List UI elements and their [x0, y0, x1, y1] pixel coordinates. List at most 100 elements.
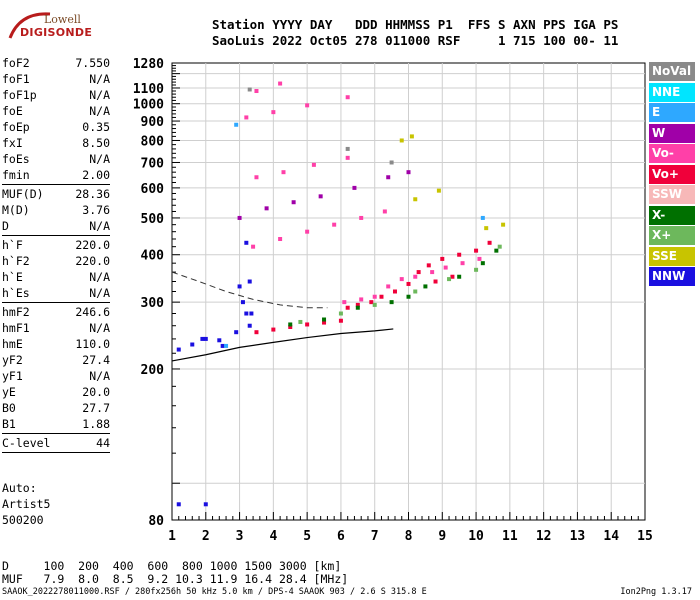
param-row: hmE 110.0: [2, 336, 110, 352]
data-point: [247, 87, 252, 92]
data-point: [322, 317, 327, 322]
param-row: foEp 0.35: [2, 119, 110, 135]
param-name: hmF1: [2, 321, 30, 335]
data-point: [345, 305, 350, 310]
param-separator: [2, 452, 110, 453]
data-point: [220, 343, 225, 348]
data-point: [494, 248, 499, 253]
param-separator: [2, 302, 110, 303]
data-point: [244, 311, 249, 316]
param-value: N/A: [89, 270, 110, 284]
y-tick-label: 1000: [133, 98, 164, 113]
data-point: [416, 270, 421, 275]
data-point: [281, 170, 286, 175]
param-name: C-level: [2, 436, 51, 450]
data-point: [311, 162, 316, 167]
param-value: 20.0: [82, 385, 110, 399]
data-point: [474, 267, 479, 272]
param-value: 28.36: [75, 187, 110, 201]
file-info-footer: SAAOK_2022278011000.RSF / 280fx256h 50 k…: [2, 587, 427, 597]
param-value: N/A: [89, 152, 110, 166]
logo-swoosh-icon: [8, 12, 51, 39]
param-value: 0.35: [82, 120, 110, 134]
param-row: h`Es N/A: [2, 285, 110, 301]
data-point: [288, 324, 293, 329]
param-name: fxI: [2, 136, 23, 150]
data-point: [352, 185, 357, 190]
y-tick-label: 800: [141, 134, 165, 149]
param-name: h`F: [2, 238, 23, 252]
param-row: foE N/A: [2, 103, 110, 119]
param-separator: [2, 184, 110, 185]
data-point: [436, 188, 441, 193]
data-point: [291, 200, 296, 205]
data-point: [338, 318, 343, 323]
param-name: hmF2: [2, 305, 30, 319]
legend-item: Vo+: [649, 164, 695, 184]
muf-row: MUF 7.9 8.0 8.5 9.2 10.3 11.9 16.4 28.4 …: [2, 572, 349, 586]
param-separator: [2, 235, 110, 236]
param-name: yE: [2, 385, 16, 399]
data-point: [426, 263, 431, 268]
data-point: [484, 226, 489, 231]
legend-item: X+: [649, 226, 695, 245]
data-point: [406, 281, 411, 286]
data-point: [386, 175, 391, 180]
data-point: [382, 209, 387, 214]
y-tick-label: 80: [148, 514, 164, 529]
data-point: [447, 277, 452, 282]
param-row: yF2 27.4: [2, 352, 110, 368]
data-point: [345, 155, 350, 160]
data-point: [278, 81, 283, 86]
legend-item: Vo-: [649, 144, 695, 163]
param-name: B0: [2, 401, 16, 415]
param-name: hmE: [2, 337, 23, 351]
data-point: [460, 261, 465, 266]
param-row: h`F 220.0: [2, 237, 110, 253]
data-point: [487, 240, 492, 245]
data-point: [477, 256, 482, 261]
param-row: B1 1.88: [2, 416, 110, 432]
data-point: [244, 240, 249, 245]
data-point: [251, 244, 256, 249]
param-row: hmF2 246.6: [2, 304, 110, 320]
data-point: [278, 237, 283, 242]
param-name: foEs: [2, 152, 30, 166]
x-tick-label: 3: [236, 529, 244, 544]
y-tick-label: 1100: [133, 82, 164, 97]
param-name: h`F2: [2, 254, 30, 268]
data-point: [271, 110, 276, 115]
version-label: Ion2Png 1.3.17: [620, 587, 692, 597]
data-point: [406, 170, 411, 175]
data-point: [399, 138, 404, 143]
x-tick-label: 15: [637, 529, 653, 544]
data-point: [254, 89, 259, 94]
data-point: [254, 175, 259, 180]
data-point: [237, 215, 242, 220]
param-name: foF2: [2, 56, 30, 70]
data-point: [338, 311, 343, 316]
auto-scaling-info: Auto: Artist5 500200: [2, 480, 50, 528]
x-tick-label: 14: [603, 529, 619, 544]
data-point: [298, 319, 303, 324]
distance-row: D 100 200 400 600 800 1000 1500 3000 [km…: [2, 559, 342, 573]
param-name: B1: [2, 417, 16, 431]
data-point: [413, 289, 418, 294]
x-tick-label: 2: [202, 529, 210, 544]
param-value: N/A: [89, 369, 110, 383]
trace-curve: [171, 328, 394, 362]
param-row: foEs N/A: [2, 151, 110, 167]
param-value: N/A: [89, 321, 110, 335]
legend-item: SSE: [649, 246, 695, 266]
data-point: [234, 330, 239, 335]
param-name: fmin: [2, 168, 30, 182]
data-point: [271, 327, 276, 332]
param-row: yF1 N/A: [2, 368, 110, 384]
data-point: [305, 229, 310, 234]
data-point: [203, 336, 208, 341]
data-point: [217, 338, 222, 343]
param-value: 246.6: [75, 305, 110, 319]
data-point: [497, 244, 502, 249]
data-point: [355, 305, 360, 310]
param-value: N/A: [89, 72, 110, 86]
